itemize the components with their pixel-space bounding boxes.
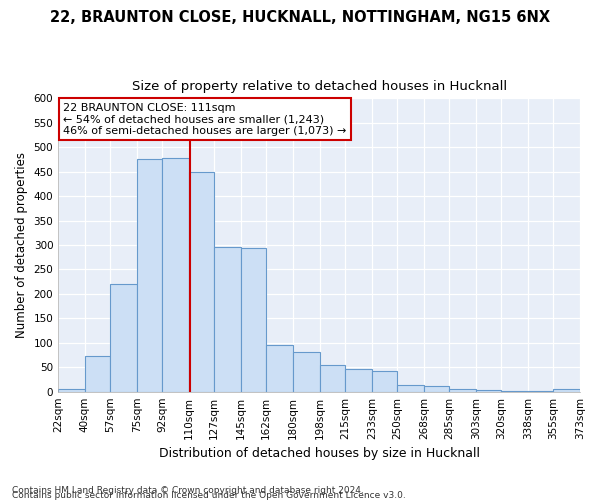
Text: Contains public sector information licensed under the Open Government Licence v3: Contains public sector information licen… xyxy=(12,490,406,500)
Bar xyxy=(241,248,266,392)
Bar xyxy=(110,284,137,392)
Bar xyxy=(189,172,214,392)
Bar xyxy=(85,356,110,392)
Bar xyxy=(424,386,449,392)
Text: 22, BRAUNTON CLOSE, HUCKNALL, NOTTINGHAM, NG15 6NX: 22, BRAUNTON CLOSE, HUCKNALL, NOTTINGHAM… xyxy=(50,10,550,25)
Bar xyxy=(397,386,424,392)
Text: 22 BRAUNTON CLOSE: 111sqm
← 54% of detached houses are smaller (1,243)
46% of se: 22 BRAUNTON CLOSE: 111sqm ← 54% of detac… xyxy=(64,102,347,136)
Bar xyxy=(214,248,241,392)
Bar xyxy=(372,371,397,392)
Bar xyxy=(58,389,85,392)
Bar xyxy=(320,365,345,392)
Bar xyxy=(162,158,189,392)
Bar xyxy=(476,390,501,392)
Bar xyxy=(501,390,528,392)
Bar xyxy=(553,389,580,392)
Y-axis label: Number of detached properties: Number of detached properties xyxy=(15,152,28,338)
Bar xyxy=(345,368,372,392)
X-axis label: Distribution of detached houses by size in Hucknall: Distribution of detached houses by size … xyxy=(158,447,479,460)
Bar xyxy=(137,160,162,392)
Text: Contains HM Land Registry data © Crown copyright and database right 2024.: Contains HM Land Registry data © Crown c… xyxy=(12,486,364,495)
Bar xyxy=(449,389,476,392)
Bar xyxy=(293,352,320,392)
Title: Size of property relative to detached houses in Hucknall: Size of property relative to detached ho… xyxy=(131,80,506,93)
Bar xyxy=(266,344,293,392)
